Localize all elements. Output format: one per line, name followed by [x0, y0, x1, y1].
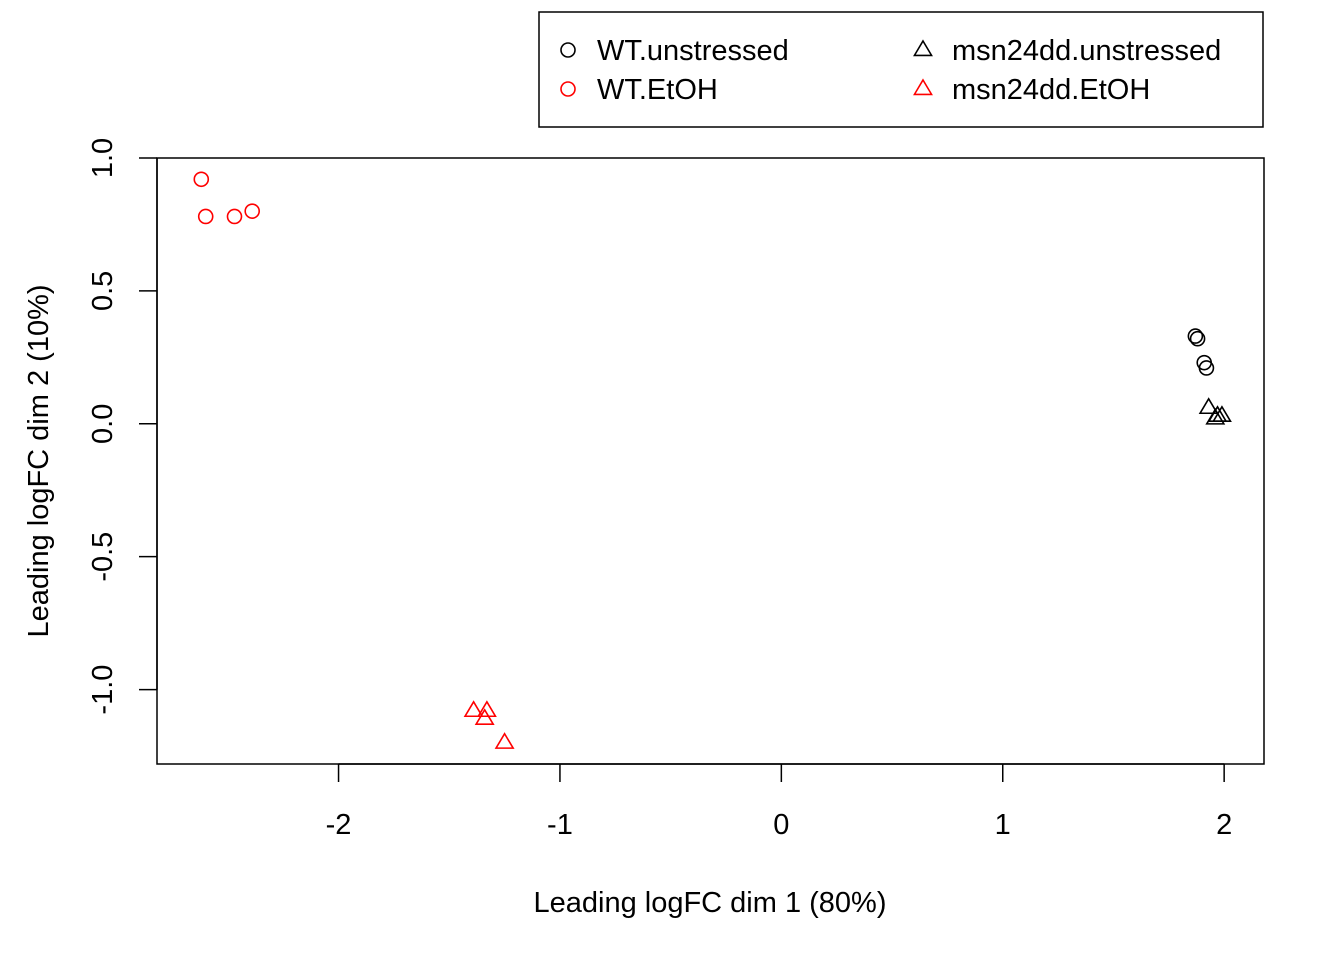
x-axis-label: Leading logFC dim 1 (80%) — [533, 887, 886, 919]
point-msn24dd-unstressed — [1211, 405, 1232, 423]
point-msn24dd-etoh — [476, 700, 497, 718]
point-msn24dd-unstressed — [1198, 397, 1219, 415]
point-msn24dd-etoh — [474, 708, 495, 726]
y-tick-label: -0.5 — [87, 532, 119, 582]
legend-marker-wt-unstressed — [560, 42, 576, 58]
legend-box — [538, 11, 1264, 128]
legend-marker-wt-etoh — [560, 81, 576, 97]
point-wt-etoh — [244, 203, 261, 219]
data-points — [193, 171, 1232, 749]
legend-label-wt-etoh: WT.EtOH — [597, 74, 718, 106]
y-tick-label: 0.0 — [87, 404, 119, 444]
point-wt-unstressed — [1198, 360, 1215, 376]
y-axis: -1.0 -0.5 0.0 0.5 1.0 — [87, 138, 158, 715]
point-wt-unstressed — [1187, 328, 1204, 344]
y-axis-label: Leading logFC dim 2 (10%) — [23, 284, 55, 637]
x-tick-label: 2 — [1216, 809, 1232, 841]
y-tick-label: 1.0 — [87, 138, 119, 178]
legend-marker-msn24dd-etoh — [913, 78, 933, 96]
plot-frame — [156, 157, 1265, 765]
legend-marker-msn24dd-unstressed — [913, 39, 933, 57]
point-msn24dd-etoh — [463, 700, 484, 718]
y-tick-label: 0.5 — [87, 271, 119, 311]
y-tick-label: -1.0 — [87, 665, 119, 715]
legend-label-msn24dd-unstressed: msn24dd.unstressed — [952, 35, 1221, 67]
x-tick-label: -2 — [326, 809, 352, 841]
point-wt-etoh — [197, 208, 214, 225]
x-tick-label: 0 — [773, 809, 789, 841]
legend-label-msn24dd-etoh: msn24dd.EtOH — [952, 74, 1150, 106]
x-tick-label: 1 — [995, 809, 1011, 841]
legend-label-wt-unstressed: WT.unstressed — [597, 35, 789, 67]
point-wt-unstressed — [1189, 330, 1206, 347]
legend: WT.unstressed WT.EtOH msn24dd.unstressed ms… — [538, 11, 1264, 128]
x-tick-label: -1 — [547, 809, 573, 841]
point-wt-etoh — [226, 208, 243, 225]
point-wt-etoh — [193, 171, 210, 188]
x-axis: -2 -1 0 1 2 — [326, 763, 1232, 841]
point-msn24dd-etoh — [494, 732, 515, 749]
